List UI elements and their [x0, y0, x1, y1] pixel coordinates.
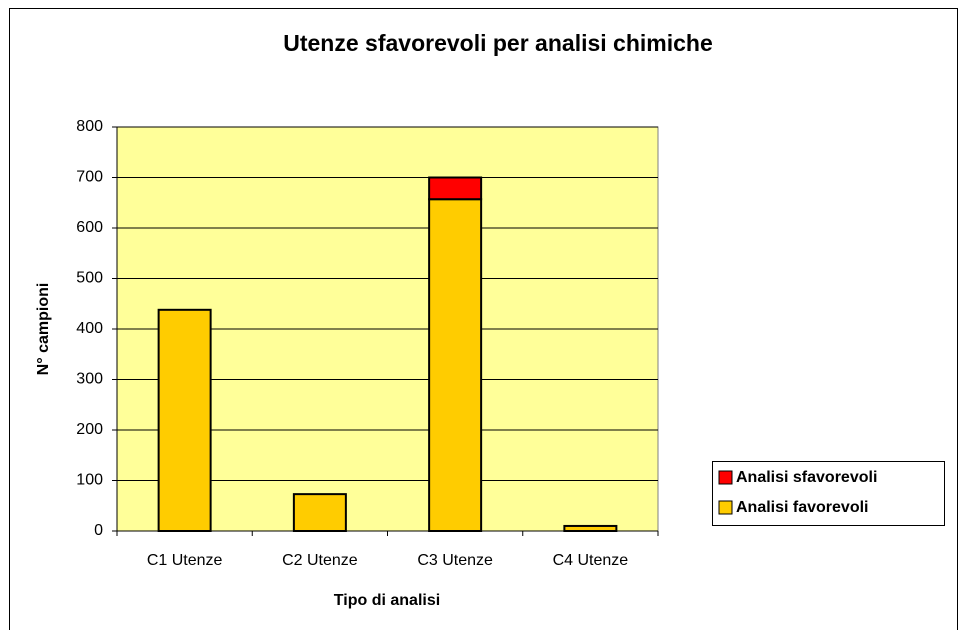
legend-swatch	[718, 500, 733, 515]
y-tick-label: 500	[76, 270, 103, 287]
chart-title: Utenze sfavorevoli per analisi chimiche	[283, 30, 713, 56]
y-tick-label: 300	[76, 371, 103, 388]
y-tick-label: 200	[76, 421, 103, 438]
y-tick-label: 600	[76, 219, 103, 236]
x-tick-label: C1 Utenze	[147, 552, 223, 569]
x-tick-label: C2 Utenze	[282, 552, 358, 569]
y-tick-label: 400	[76, 320, 103, 337]
bar-segment	[563, 524, 618, 533]
x-tick-label: C4 Utenze	[553, 552, 629, 569]
bar-segment	[292, 493, 347, 533]
bar-segment	[428, 176, 483, 201]
legend-label: Analisi favorevoli	[736, 499, 869, 516]
y-tick-label: 100	[76, 472, 103, 489]
bar-segment	[157, 308, 212, 532]
legend-swatch	[718, 470, 733, 485]
bar-segment	[428, 198, 483, 532]
legend-box	[712, 461, 945, 526]
x-tick-label: C3 Utenze	[417, 552, 493, 569]
y-tick-label: 800	[76, 118, 103, 135]
legend-label: Analisi sfavorevoli	[736, 469, 877, 486]
y-tick-label: 700	[76, 169, 103, 186]
x-axis-label: Tipo di analisi	[334, 592, 440, 609]
y-tick-label: 0	[94, 522, 103, 539]
y-axis-label: N° campioni	[35, 283, 52, 376]
